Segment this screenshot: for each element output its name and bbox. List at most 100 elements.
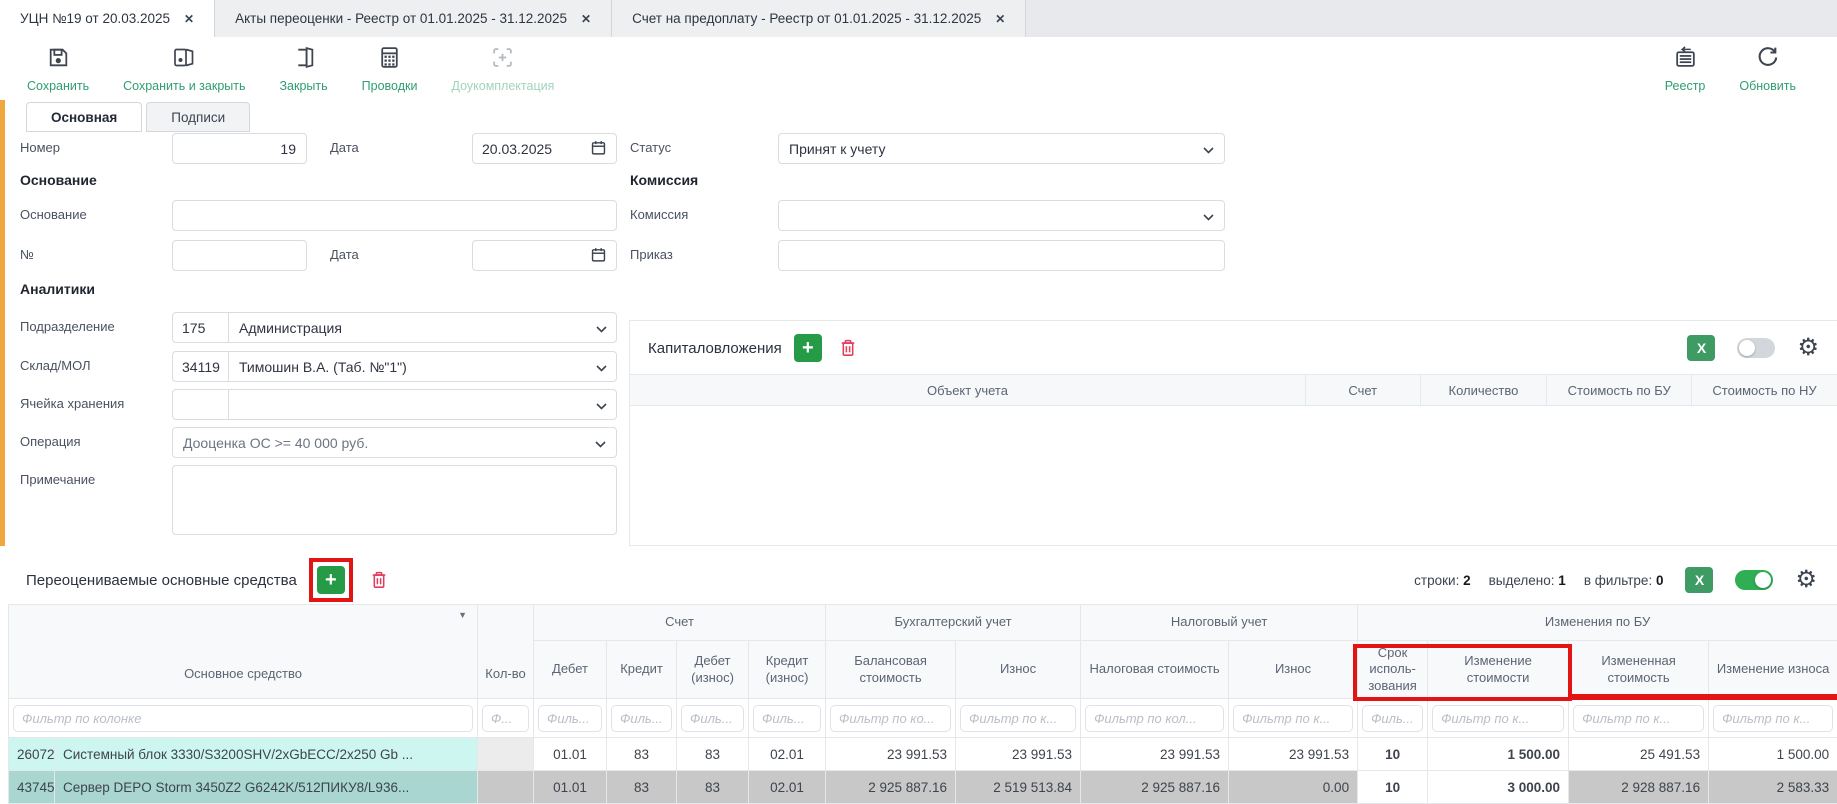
filter-input-wear-nu[interactable] <box>1233 705 1353 732</box>
window-tab-revaluation-register[interactable]: Акты переоценки - Реестр от 01.01.2025 -… <box>215 0 612 37</box>
column-header-cost-bu[interactable]: Стоимость по БУ <box>1547 375 1692 405</box>
column-header-useful-life[interactable]: Срок исполь- зования <box>1358 641 1428 699</box>
cell-quantity[interactable] <box>478 771 534 804</box>
cell-useful-life[interactable]: 10 <box>1358 738 1428 771</box>
column-header-quantity[interactable]: Количество <box>1421 375 1548 405</box>
tab-main[interactable]: Основная <box>26 102 142 132</box>
close-icon[interactable]: ✕ <box>581 12 591 26</box>
operation-select[interactable]: Дооценка ОС >= 40 000 руб. <box>172 427 617 458</box>
filter-input-debit[interactable] <box>538 705 602 732</box>
basis-date-field[interactable] <box>472 240 617 271</box>
number-field[interactable] <box>172 133 307 164</box>
column-header-credit[interactable]: Кредит <box>607 641 677 699</box>
filter-toggle[interactable] <box>1735 570 1773 590</box>
gear-icon[interactable]: ⚙ <box>1795 568 1817 592</box>
column-header-object[interactable]: Объект учета <box>630 375 1306 405</box>
cell-id[interactable]: 43745 <box>9 771 55 804</box>
excel-export-button[interactable]: X <box>1685 567 1713 593</box>
cell-debit[interactable]: 01.01 <box>534 738 607 771</box>
register-button[interactable]: Реестр <box>1648 41 1723 97</box>
excel-export-button[interactable]: X <box>1687 335 1715 361</box>
column-header-debit[interactable]: Дебет <box>534 641 607 699</box>
cell-wear-nu[interactable]: 0.00 <box>1229 771 1358 804</box>
delete-row-button[interactable] <box>365 566 393 594</box>
cell-wear-change[interactable]: 1 500.00 <box>1709 738 1837 771</box>
cell-changed-cost[interactable]: 2 928 887.16 <box>1569 771 1709 804</box>
filter-input-credit-wear[interactable] <box>753 705 821 732</box>
filter-input-wear-bu[interactable] <box>960 705 1076 732</box>
cell-useful-life[interactable]: 10 <box>1358 771 1428 804</box>
cell-wear-bu[interactable]: 23 991.53 <box>956 738 1081 771</box>
cell-cost-change[interactable]: 1 500.00 <box>1428 738 1569 771</box>
calendar-icon[interactable] <box>590 246 607 266</box>
table-row[interactable]: 26072 Системный блок 3330/S3200SHV/2xGbE… <box>9 738 1837 771</box>
cell-credit-wear[interactable]: 02.01 <box>749 738 826 771</box>
basis-number-field[interactable] <box>172 240 307 271</box>
cell-changed-cost[interactable]: 25 491.53 <box>1569 738 1709 771</box>
column-header-cost-change[interactable]: Изменение стоимости <box>1428 641 1569 699</box>
close-icon[interactable]: ✕ <box>995 12 1005 26</box>
filter-toggle[interactable] <box>1737 338 1775 358</box>
postings-button[interactable]: Проводки <box>345 41 435 97</box>
cell-debit[interactable]: 01.01 <box>534 771 607 804</box>
column-header-account[interactable]: Счет <box>1306 375 1421 405</box>
save-and-close-button[interactable]: Сохранить и закрыть <box>106 41 262 97</box>
column-header-asset[interactable]: ▼ Основное средство <box>9 605 478 699</box>
order-field[interactable] <box>778 240 1225 271</box>
filter-input-useful-life[interactable] <box>1362 705 1423 732</box>
filter-input-cost-change[interactable] <box>1432 705 1564 732</box>
add-row-button[interactable]: + <box>794 334 822 362</box>
sort-desc-icon[interactable]: ▼ <box>458 610 467 621</box>
cell-credit[interactable]: 83 <box>607 738 677 771</box>
cell-credit[interactable]: 83 <box>607 771 677 804</box>
refresh-button[interactable]: Обновить <box>1722 41 1813 97</box>
filter-input-credit[interactable] <box>611 705 672 732</box>
column-header-wear-change[interactable]: Изменение износа <box>1709 641 1837 699</box>
window-tab-invoice-register[interactable]: Счет на предоплату - Реестр от 01.01.202… <box>612 0 1026 37</box>
column-header-balance-cost[interactable]: Балансовая стоимость <box>826 641 956 699</box>
cell-name[interactable]: Системный блок 3330/S3200SHV/2xGbECC/2x2… <box>55 738 478 771</box>
cell-tax-cost[interactable]: 2 925 887.16 <box>1081 771 1229 804</box>
filter-input-asset[interactable] <box>13 705 473 732</box>
cell-debit-wear[interactable]: 83 <box>677 771 749 804</box>
column-header-tax-cost[interactable]: Налоговая стоимость <box>1081 641 1229 699</box>
cell-name[interactable]: Сервер DEPO Storm 3450Z2 G6242K/512ПИКУ8… <box>55 771 478 804</box>
filter-input-tax-cost[interactable] <box>1085 705 1224 732</box>
cell-balance-cost[interactable]: 23 991.53 <box>826 738 956 771</box>
column-header-quantity[interactable]: Кол-во <box>478 605 534 699</box>
cell-wear-nu[interactable]: 23 991.53 <box>1229 738 1358 771</box>
cell-balance-cost[interactable]: 2 925 887.16 <box>826 771 956 804</box>
tab-signatures[interactable]: Подписи <box>146 102 250 132</box>
cell-credit-wear[interactable]: 02.01 <box>749 771 826 804</box>
department-select[interactable]: 175 Администрация <box>172 312 617 343</box>
filter-input-debit-wear[interactable] <box>681 705 744 732</box>
date-field[interactable]: 20.03.2025 <box>472 133 617 164</box>
cell-wear-change[interactable]: 2 583.33 <box>1709 771 1837 804</box>
gear-icon[interactable]: ⚙ <box>1797 336 1819 360</box>
column-header-credit-wear[interactable]: Кредит (износ) <box>749 641 826 699</box>
column-header-debit-wear[interactable]: Дебет (износ) <box>677 641 749 699</box>
window-tab-document[interactable]: УЦН №19 от 20.03.2025 ✕ <box>0 0 215 37</box>
add-row-button[interactable]: + <box>317 566 345 594</box>
cell-tax-cost[interactable]: 23 991.53 <box>1081 738 1229 771</box>
cell-id[interactable]: 26072 <box>9 738 55 771</box>
cell-debit-wear[interactable]: 83 <box>677 738 749 771</box>
table-row-selected[interactable]: 43745 Сервер DEPO Storm 3450Z2 G6242K/51… <box>9 771 1837 804</box>
column-header-wear-bu[interactable]: Износ <box>956 641 1081 699</box>
column-header-wear-nu[interactable]: Износ <box>1229 641 1358 699</box>
save-button[interactable]: Сохранить <box>10 41 106 97</box>
status-select[interactable]: Принят к учету <box>778 133 1225 164</box>
column-header-changed-cost[interactable]: Измененная стоимость <box>1569 641 1709 699</box>
column-header-cost-nu[interactable]: Стоимость по НУ <box>1692 375 1837 405</box>
warehouse-select[interactable]: 34119 Тимошин В.А. (Таб. №"1") <box>172 351 617 382</box>
cell-cost-change[interactable]: 3 000.00 <box>1428 771 1569 804</box>
close-icon[interactable]: ✕ <box>184 12 194 26</box>
storage-cell-select[interactable] <box>172 389 617 420</box>
filter-input-wear-change[interactable] <box>1713 705 1833 732</box>
filter-input-changed-cost[interactable] <box>1573 705 1704 732</box>
filter-input-balance-cost[interactable] <box>830 705 951 732</box>
commission-select[interactable] <box>778 200 1225 231</box>
delete-row-button[interactable] <box>834 334 862 362</box>
basis-field[interactable] <box>172 200 617 231</box>
close-button[interactable]: Закрыть <box>263 41 345 97</box>
